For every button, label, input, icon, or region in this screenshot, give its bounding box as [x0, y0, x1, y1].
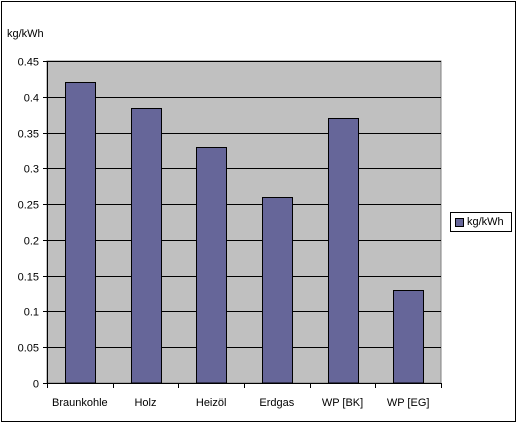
y-tick-label: 0.2	[24, 236, 39, 248]
bar	[131, 108, 162, 384]
y-tick-label: 0.25	[18, 200, 39, 212]
y-tick-label: 0.3	[24, 164, 39, 176]
bar	[262, 197, 293, 384]
legend-label: kg/kWh	[467, 216, 504, 228]
y-tick-label: 0.05	[18, 343, 39, 355]
legend-swatch	[455, 217, 464, 227]
x-tick-label: Heizöl	[196, 397, 227, 409]
legend: kg/kWh	[450, 212, 512, 232]
x-tick-label: Holz	[134, 397, 156, 409]
x-tick-label: Erdgas	[259, 397, 294, 409]
bar	[196, 147, 227, 384]
x-tick-label: WP [BK]	[322, 397, 363, 409]
y-tick-label: 0.45	[18, 57, 39, 69]
grid-lines	[47, 61, 441, 348]
y-tick-label: 0.1	[24, 307, 39, 319]
bar	[328, 118, 359, 384]
y-axis: 0 0.05 0.1 0.15 0.2 0.25 0.3 0.35 0.4 0.45	[18, 57, 48, 391]
y-tick-label: 0.15	[18, 272, 39, 284]
y-axis-unit-label: kg/kWh	[7, 28, 44, 40]
y-tick-label: 0.4	[24, 93, 39, 105]
x-tick-label: Braunkohle	[52, 397, 108, 409]
y-tick-label: 0.35	[18, 129, 39, 141]
plot-area	[46, 60, 442, 384]
bar	[393, 290, 424, 384]
x-axis: Braunkohle Holz Heizöl Erdgas WP [BK] WP [EG]	[47, 383, 442, 409]
bars	[65, 82, 424, 384]
x-tick-label: WP [EG]	[387, 397, 430, 409]
bar	[65, 82, 96, 384]
y-tick-label: 0	[33, 379, 39, 391]
